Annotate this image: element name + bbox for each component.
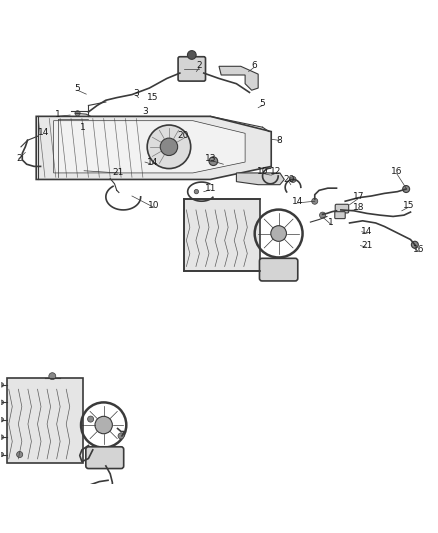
Polygon shape bbox=[36, 116, 271, 180]
Text: 6: 6 bbox=[251, 61, 257, 70]
Text: 13: 13 bbox=[205, 154, 216, 163]
Polygon shape bbox=[219, 66, 258, 90]
Text: 21: 21 bbox=[361, 241, 373, 250]
Text: 14: 14 bbox=[147, 158, 159, 167]
Text: 1: 1 bbox=[80, 123, 86, 132]
Circle shape bbox=[17, 451, 23, 457]
Text: 12: 12 bbox=[270, 167, 281, 176]
Text: 20: 20 bbox=[178, 132, 189, 140]
Circle shape bbox=[75, 111, 80, 116]
Circle shape bbox=[187, 51, 196, 59]
Circle shape bbox=[95, 416, 113, 434]
Text: 11: 11 bbox=[205, 184, 216, 192]
Text: 2: 2 bbox=[197, 61, 202, 70]
Text: 10: 10 bbox=[148, 201, 159, 210]
Circle shape bbox=[194, 189, 198, 194]
FancyBboxPatch shape bbox=[7, 378, 83, 463]
Circle shape bbox=[312, 198, 318, 204]
Text: 21: 21 bbox=[112, 168, 124, 177]
Text: 20: 20 bbox=[283, 175, 294, 184]
Circle shape bbox=[271, 225, 286, 241]
FancyBboxPatch shape bbox=[335, 212, 345, 219]
Circle shape bbox=[0, 453, 4, 457]
Text: 1: 1 bbox=[328, 219, 334, 228]
Text: 5: 5 bbox=[74, 84, 81, 93]
Text: 5: 5 bbox=[260, 99, 265, 108]
FancyBboxPatch shape bbox=[178, 56, 205, 81]
Circle shape bbox=[49, 373, 56, 379]
Text: 15: 15 bbox=[403, 201, 414, 210]
Text: 2: 2 bbox=[16, 154, 21, 163]
Circle shape bbox=[0, 400, 4, 405]
Text: 17: 17 bbox=[353, 192, 364, 201]
Circle shape bbox=[411, 241, 418, 248]
Circle shape bbox=[209, 157, 218, 166]
Text: 3: 3 bbox=[134, 89, 139, 98]
Text: 15: 15 bbox=[147, 93, 159, 102]
FancyBboxPatch shape bbox=[184, 199, 260, 271]
Text: 18: 18 bbox=[353, 203, 364, 212]
Text: 16: 16 bbox=[413, 246, 425, 254]
Text: 16: 16 bbox=[391, 167, 403, 176]
Circle shape bbox=[147, 125, 191, 168]
Circle shape bbox=[160, 138, 178, 156]
Text: 14: 14 bbox=[39, 128, 50, 137]
Circle shape bbox=[118, 433, 124, 439]
Circle shape bbox=[0, 417, 4, 422]
Circle shape bbox=[290, 176, 296, 182]
FancyBboxPatch shape bbox=[259, 259, 298, 281]
Polygon shape bbox=[237, 173, 284, 184]
Text: 1: 1 bbox=[55, 110, 61, 119]
Circle shape bbox=[403, 185, 410, 192]
Text: 14: 14 bbox=[292, 197, 303, 206]
Text: 10: 10 bbox=[257, 167, 268, 176]
Circle shape bbox=[320, 212, 325, 218]
FancyBboxPatch shape bbox=[335, 204, 349, 213]
Text: 8: 8 bbox=[276, 136, 282, 145]
Text: 14: 14 bbox=[361, 227, 373, 236]
Text: 3: 3 bbox=[142, 108, 148, 117]
FancyBboxPatch shape bbox=[86, 447, 124, 469]
Circle shape bbox=[0, 383, 4, 387]
Polygon shape bbox=[53, 120, 245, 173]
Circle shape bbox=[0, 435, 4, 439]
Circle shape bbox=[88, 416, 94, 422]
